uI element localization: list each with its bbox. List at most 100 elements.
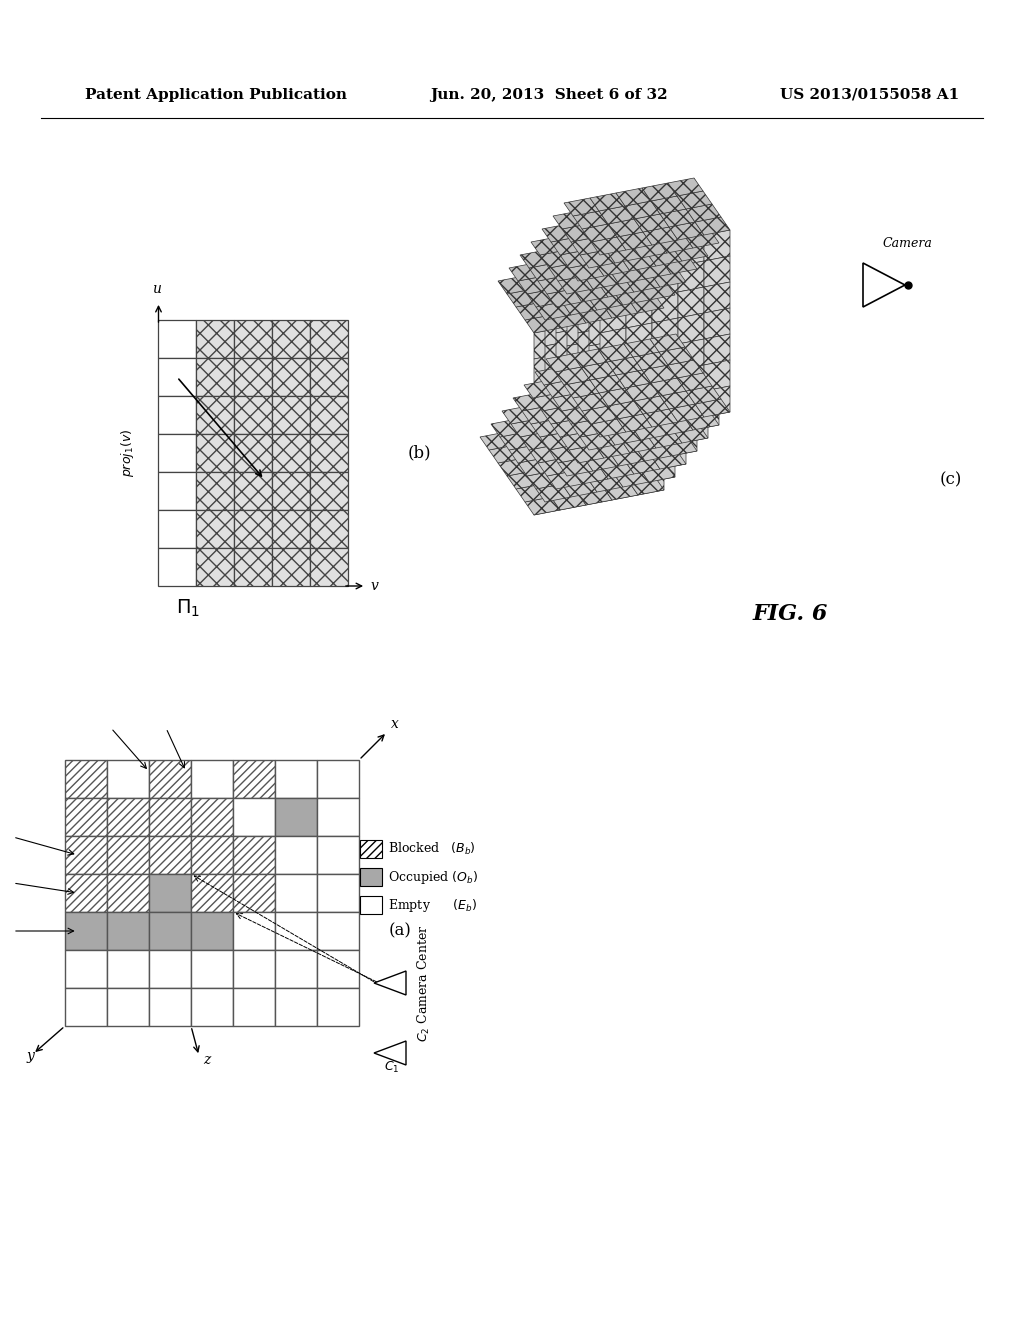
- FancyBboxPatch shape: [272, 510, 310, 548]
- Polygon shape: [550, 267, 585, 284]
- FancyBboxPatch shape: [191, 760, 233, 799]
- Polygon shape: [612, 469, 638, 500]
- Text: Camera: Camera: [882, 238, 932, 249]
- Polygon shape: [631, 378, 666, 396]
- Polygon shape: [589, 367, 615, 399]
- FancyBboxPatch shape: [234, 358, 272, 396]
- FancyBboxPatch shape: [150, 950, 191, 987]
- Polygon shape: [660, 391, 695, 409]
- Polygon shape: [608, 401, 643, 418]
- Polygon shape: [544, 271, 579, 289]
- Polygon shape: [575, 261, 611, 279]
- Polygon shape: [584, 412, 618, 430]
- Polygon shape: [597, 409, 623, 440]
- FancyBboxPatch shape: [310, 396, 348, 434]
- Polygon shape: [649, 404, 684, 422]
- Polygon shape: [567, 341, 593, 372]
- Polygon shape: [657, 374, 692, 391]
- Polygon shape: [604, 271, 630, 302]
- Polygon shape: [558, 276, 593, 294]
- Polygon shape: [608, 370, 634, 401]
- Polygon shape: [593, 440, 618, 471]
- Polygon shape: [640, 391, 675, 409]
- Polygon shape: [671, 399, 697, 430]
- Polygon shape: [572, 422, 607, 440]
- Text: Blocked   $(B_b)$: Blocked $(B_b)$: [388, 841, 476, 857]
- Polygon shape: [570, 447, 605, 466]
- Polygon shape: [625, 201, 660, 219]
- Polygon shape: [656, 391, 682, 422]
- Polygon shape: [562, 297, 597, 315]
- FancyBboxPatch shape: [317, 760, 359, 799]
- Polygon shape: [608, 219, 643, 238]
- Polygon shape: [546, 246, 581, 263]
- Polygon shape: [615, 310, 641, 341]
- Polygon shape: [604, 297, 630, 327]
- Polygon shape: [513, 393, 548, 411]
- Polygon shape: [577, 305, 612, 323]
- Polygon shape: [568, 292, 603, 310]
- Polygon shape: [567, 445, 593, 477]
- Polygon shape: [582, 297, 608, 327]
- Polygon shape: [571, 310, 597, 341]
- Polygon shape: [646, 205, 681, 222]
- Text: Patent Application Publication: Patent Application Publication: [85, 88, 347, 102]
- Polygon shape: [540, 249, 575, 268]
- Polygon shape: [529, 263, 564, 281]
- Polygon shape: [658, 417, 693, 436]
- Polygon shape: [571, 238, 606, 255]
- Polygon shape: [615, 414, 641, 445]
- Polygon shape: [553, 211, 588, 228]
- Text: y: y: [27, 1049, 35, 1063]
- Polygon shape: [553, 393, 588, 411]
- Polygon shape: [600, 276, 626, 308]
- Polygon shape: [610, 267, 645, 284]
- FancyBboxPatch shape: [191, 799, 233, 836]
- Polygon shape: [634, 444, 660, 474]
- Polygon shape: [534, 458, 560, 488]
- FancyBboxPatch shape: [275, 950, 317, 987]
- Polygon shape: [544, 453, 579, 471]
- Polygon shape: [612, 391, 638, 422]
- Polygon shape: [647, 248, 682, 267]
- Polygon shape: [656, 366, 682, 396]
- Text: $C_1$: $C_1$: [384, 1060, 399, 1074]
- Polygon shape: [595, 257, 630, 276]
- Polygon shape: [633, 425, 668, 444]
- Polygon shape: [573, 211, 608, 228]
- Polygon shape: [545, 445, 571, 477]
- Polygon shape: [534, 327, 560, 359]
- Polygon shape: [583, 409, 618, 426]
- Polygon shape: [541, 436, 575, 453]
- FancyBboxPatch shape: [106, 950, 150, 987]
- FancyBboxPatch shape: [65, 836, 106, 874]
- Polygon shape: [656, 286, 682, 318]
- Polygon shape: [641, 331, 667, 362]
- Polygon shape: [580, 391, 615, 409]
- Polygon shape: [520, 249, 555, 268]
- Polygon shape: [578, 432, 604, 463]
- Polygon shape: [547, 289, 582, 308]
- Polygon shape: [524, 271, 559, 289]
- Polygon shape: [631, 451, 666, 469]
- Polygon shape: [606, 385, 641, 404]
- Polygon shape: [547, 471, 582, 488]
- FancyBboxPatch shape: [272, 473, 310, 510]
- Polygon shape: [623, 455, 649, 487]
- Text: $proj_1(v)$: $proj_1(v)$: [120, 429, 136, 477]
- Polygon shape: [631, 269, 666, 286]
- Polygon shape: [638, 385, 664, 417]
- Polygon shape: [614, 396, 649, 414]
- Polygon shape: [608, 345, 634, 375]
- Polygon shape: [630, 267, 656, 297]
- Polygon shape: [667, 352, 693, 383]
- Polygon shape: [647, 430, 682, 447]
- Polygon shape: [582, 375, 608, 407]
- FancyBboxPatch shape: [317, 912, 359, 950]
- FancyBboxPatch shape: [275, 987, 317, 1026]
- Text: Jun. 20, 2013  Sheet 6 of 32: Jun. 20, 2013 Sheet 6 of 32: [430, 88, 668, 102]
- Polygon shape: [651, 378, 686, 396]
- Polygon shape: [560, 432, 595, 450]
- Polygon shape: [534, 407, 560, 437]
- Polygon shape: [608, 292, 634, 323]
